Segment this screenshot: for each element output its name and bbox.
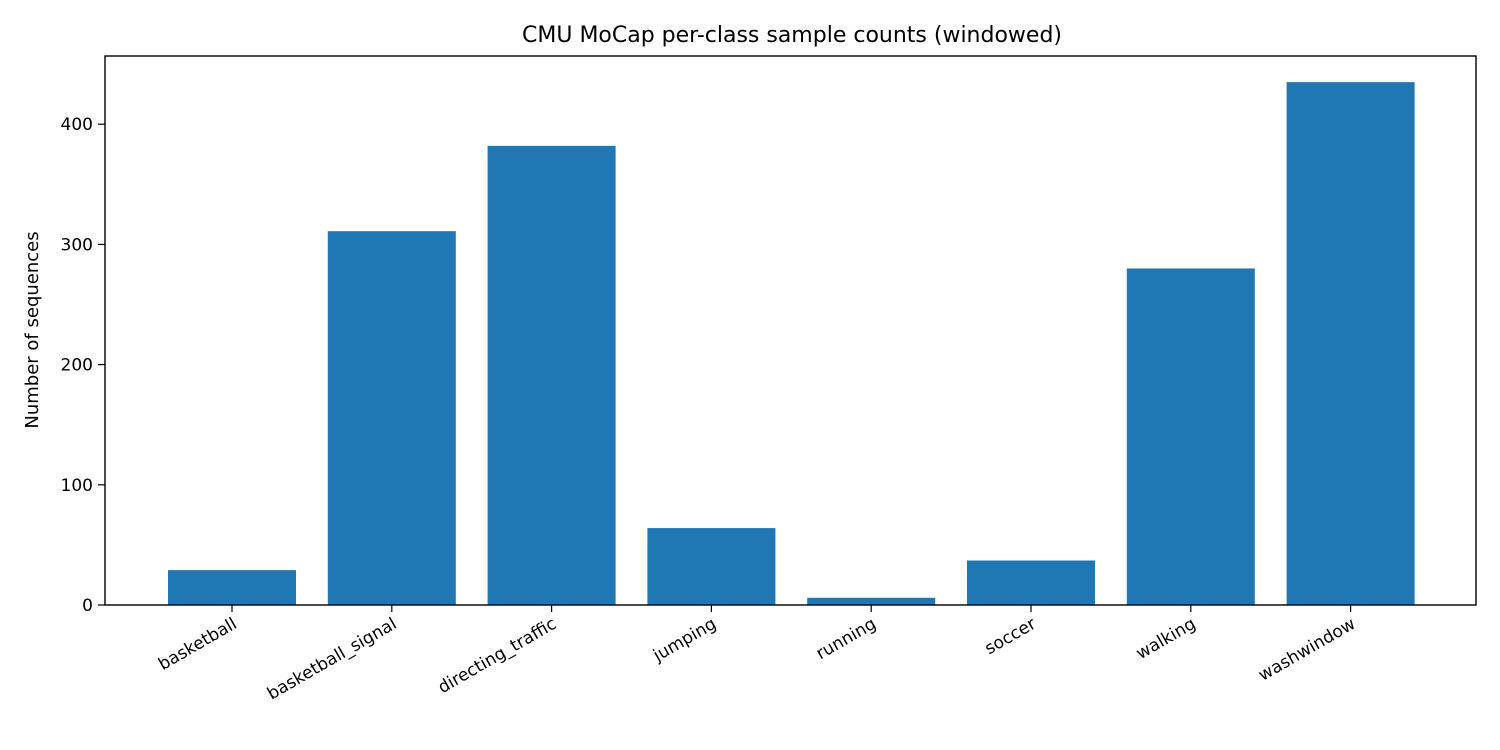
y-axis-ticks: 0 100 200 300 400 xyxy=(61,115,105,616)
x-tick-label: basketball xyxy=(155,614,240,675)
y-tick-label: 100 xyxy=(61,476,93,496)
bar-washwindow xyxy=(1286,82,1415,605)
x-tick-label: jumping xyxy=(649,614,720,666)
bar-basketball_signal xyxy=(327,231,456,605)
y-tick-label: 300 xyxy=(61,235,93,255)
chart-title: CMU MoCap per-class sample counts (windo… xyxy=(522,23,1062,48)
x-tick-label: directing_traffic xyxy=(435,614,560,698)
bars-group xyxy=(168,82,1415,605)
x-tick-label: soccer xyxy=(982,614,1040,659)
y-axis-label: Number of sequences xyxy=(22,231,43,428)
x-tick-label: running xyxy=(813,614,880,664)
bar-directing_traffic xyxy=(487,145,616,605)
bar-running xyxy=(807,597,936,605)
bar-soccer xyxy=(967,560,1095,605)
y-tick-label: 400 xyxy=(61,115,93,135)
plot-frame xyxy=(104,55,1477,606)
x-axis-ticks: basketball basketball_signal directing_tra… xyxy=(155,605,1359,704)
y-tick-label: 200 xyxy=(61,356,93,376)
bar-jumping xyxy=(647,528,776,605)
y-tick-label: 0 xyxy=(82,596,93,616)
bar-basketball xyxy=(168,570,296,605)
x-tick-label: walking xyxy=(1133,614,1199,664)
x-tick-label: basketball_signal xyxy=(264,614,400,704)
bar-walking xyxy=(1126,268,1255,605)
x-tick-label: washwindow xyxy=(1255,614,1359,686)
